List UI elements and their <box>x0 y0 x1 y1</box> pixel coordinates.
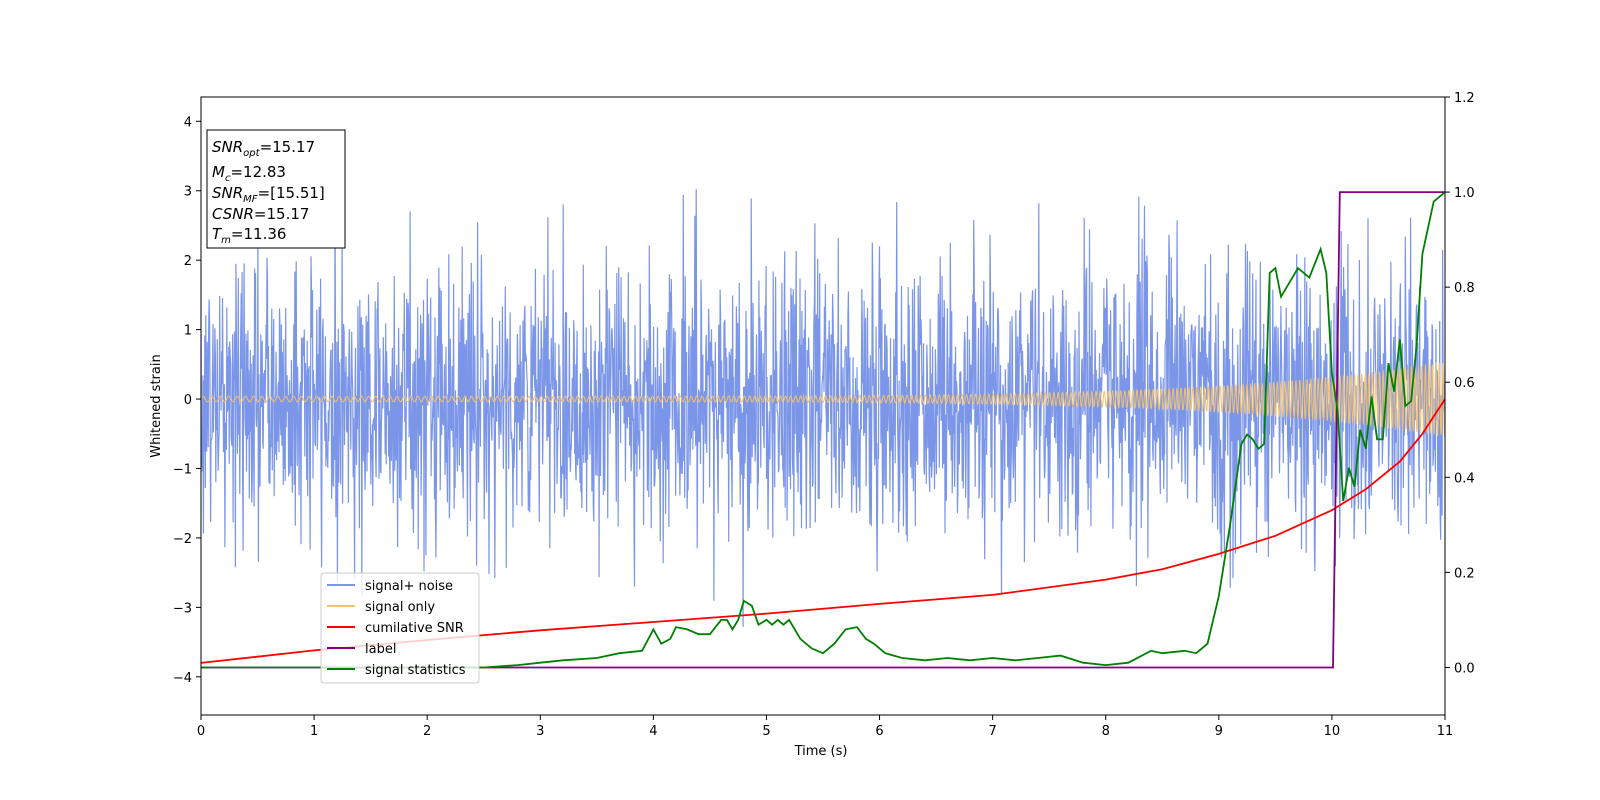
y-tick-label: 3 <box>184 185 192 200</box>
x-tick-label: 8 <box>1102 724 1110 739</box>
y-tick-label: 2 <box>184 254 192 269</box>
y-tick-label: 1 <box>184 324 192 339</box>
x-tick-label: 9 <box>1215 724 1223 739</box>
y2-tick-label: 0.0 <box>1454 661 1475 676</box>
series-line-signal-statistics <box>201 191 1445 669</box>
x-tick-label: 10 <box>1324 724 1341 739</box>
y-axis-left: 4 3 2 1 0 −1 −2 −3 −4 <box>173 115 201 686</box>
series-line-label <box>201 191 1445 669</box>
y-tick-label: 4 <box>184 115 192 130</box>
stat-csnr: CSNR=15.17 <box>212 205 309 223</box>
x-tick-label: 4 <box>649 724 657 739</box>
stat-mc: Mc=12.83 <box>212 163 286 184</box>
y2-tick-label: 1.2 <box>1454 91 1475 106</box>
x-tick-label: 7 <box>988 724 996 739</box>
y2-tick-label: 0.8 <box>1454 281 1475 296</box>
stats-box: SNRopt=15.17 Mc=12.83 SNRMF=[15.51] CSNR… <box>206 129 346 249</box>
stat-snr-opt: SNRopt=15.17 <box>212 138 315 159</box>
y2-tick-label: 0.6 <box>1454 376 1475 391</box>
legend-label-signal-only: signal only <box>365 600 435 615</box>
x-tick-label: 1 <box>310 724 318 739</box>
x-tick-label: 3 <box>536 724 544 739</box>
legend-frame <box>320 572 480 684</box>
x-tick-label: 11 <box>1437 724 1454 739</box>
legend-label-signal-statistics: signal statistics <box>365 663 466 678</box>
y-tick-label: −4 <box>173 671 192 686</box>
x-axis: 0 1 2 3 4 5 6 7 8 9 10 11 <box>197 715 1453 739</box>
x-tick-label: 6 <box>875 724 883 739</box>
legend-label-signal-noise: signal+ noise <box>365 579 453 594</box>
stats-box-frame <box>206 129 346 249</box>
series-line-signal-noise <box>201 175 1445 628</box>
series-layer <box>201 175 1445 669</box>
y2-tick-label: 1.0 <box>1454 186 1475 201</box>
y-tick-label: −2 <box>173 532 192 547</box>
x-tick-label: 5 <box>762 724 770 739</box>
x-axis-label: Time (s) <box>794 744 848 759</box>
stat-snr-mf: SNRMF=[15.51] <box>212 184 325 205</box>
y-axis-label: Whitened strain <box>149 354 164 457</box>
legend-entries: signal+ noise signal only cumilative SNR… <box>327 579 466 678</box>
x-tick-label: 0 <box>197 724 205 739</box>
plot-frame <box>200 96 1446 716</box>
stat-tm: Tm=11.36 <box>212 225 286 246</box>
x-tick-label: 2 <box>423 724 431 739</box>
series-line-signal-only <box>201 362 1445 437</box>
legend-label-label: label <box>365 642 396 657</box>
series-line-cumilative-snr <box>201 398 1445 664</box>
legend-label-cumulative-snr: cumilative SNR <box>365 621 464 636</box>
legend: signal+ noise signal only cumilative SNR… <box>320 572 480 684</box>
y2-tick-label: 0.2 <box>1454 566 1475 581</box>
y2-tick-label: 0.4 <box>1454 471 1475 486</box>
y-tick-label: −1 <box>173 462 192 477</box>
y-axis-right: 1.2 1.0 0.8 0.6 0.4 0.2 0.0 <box>1445 91 1475 676</box>
y-tick-label: 0 <box>184 393 192 408</box>
y-tick-label: −3 <box>173 601 192 616</box>
